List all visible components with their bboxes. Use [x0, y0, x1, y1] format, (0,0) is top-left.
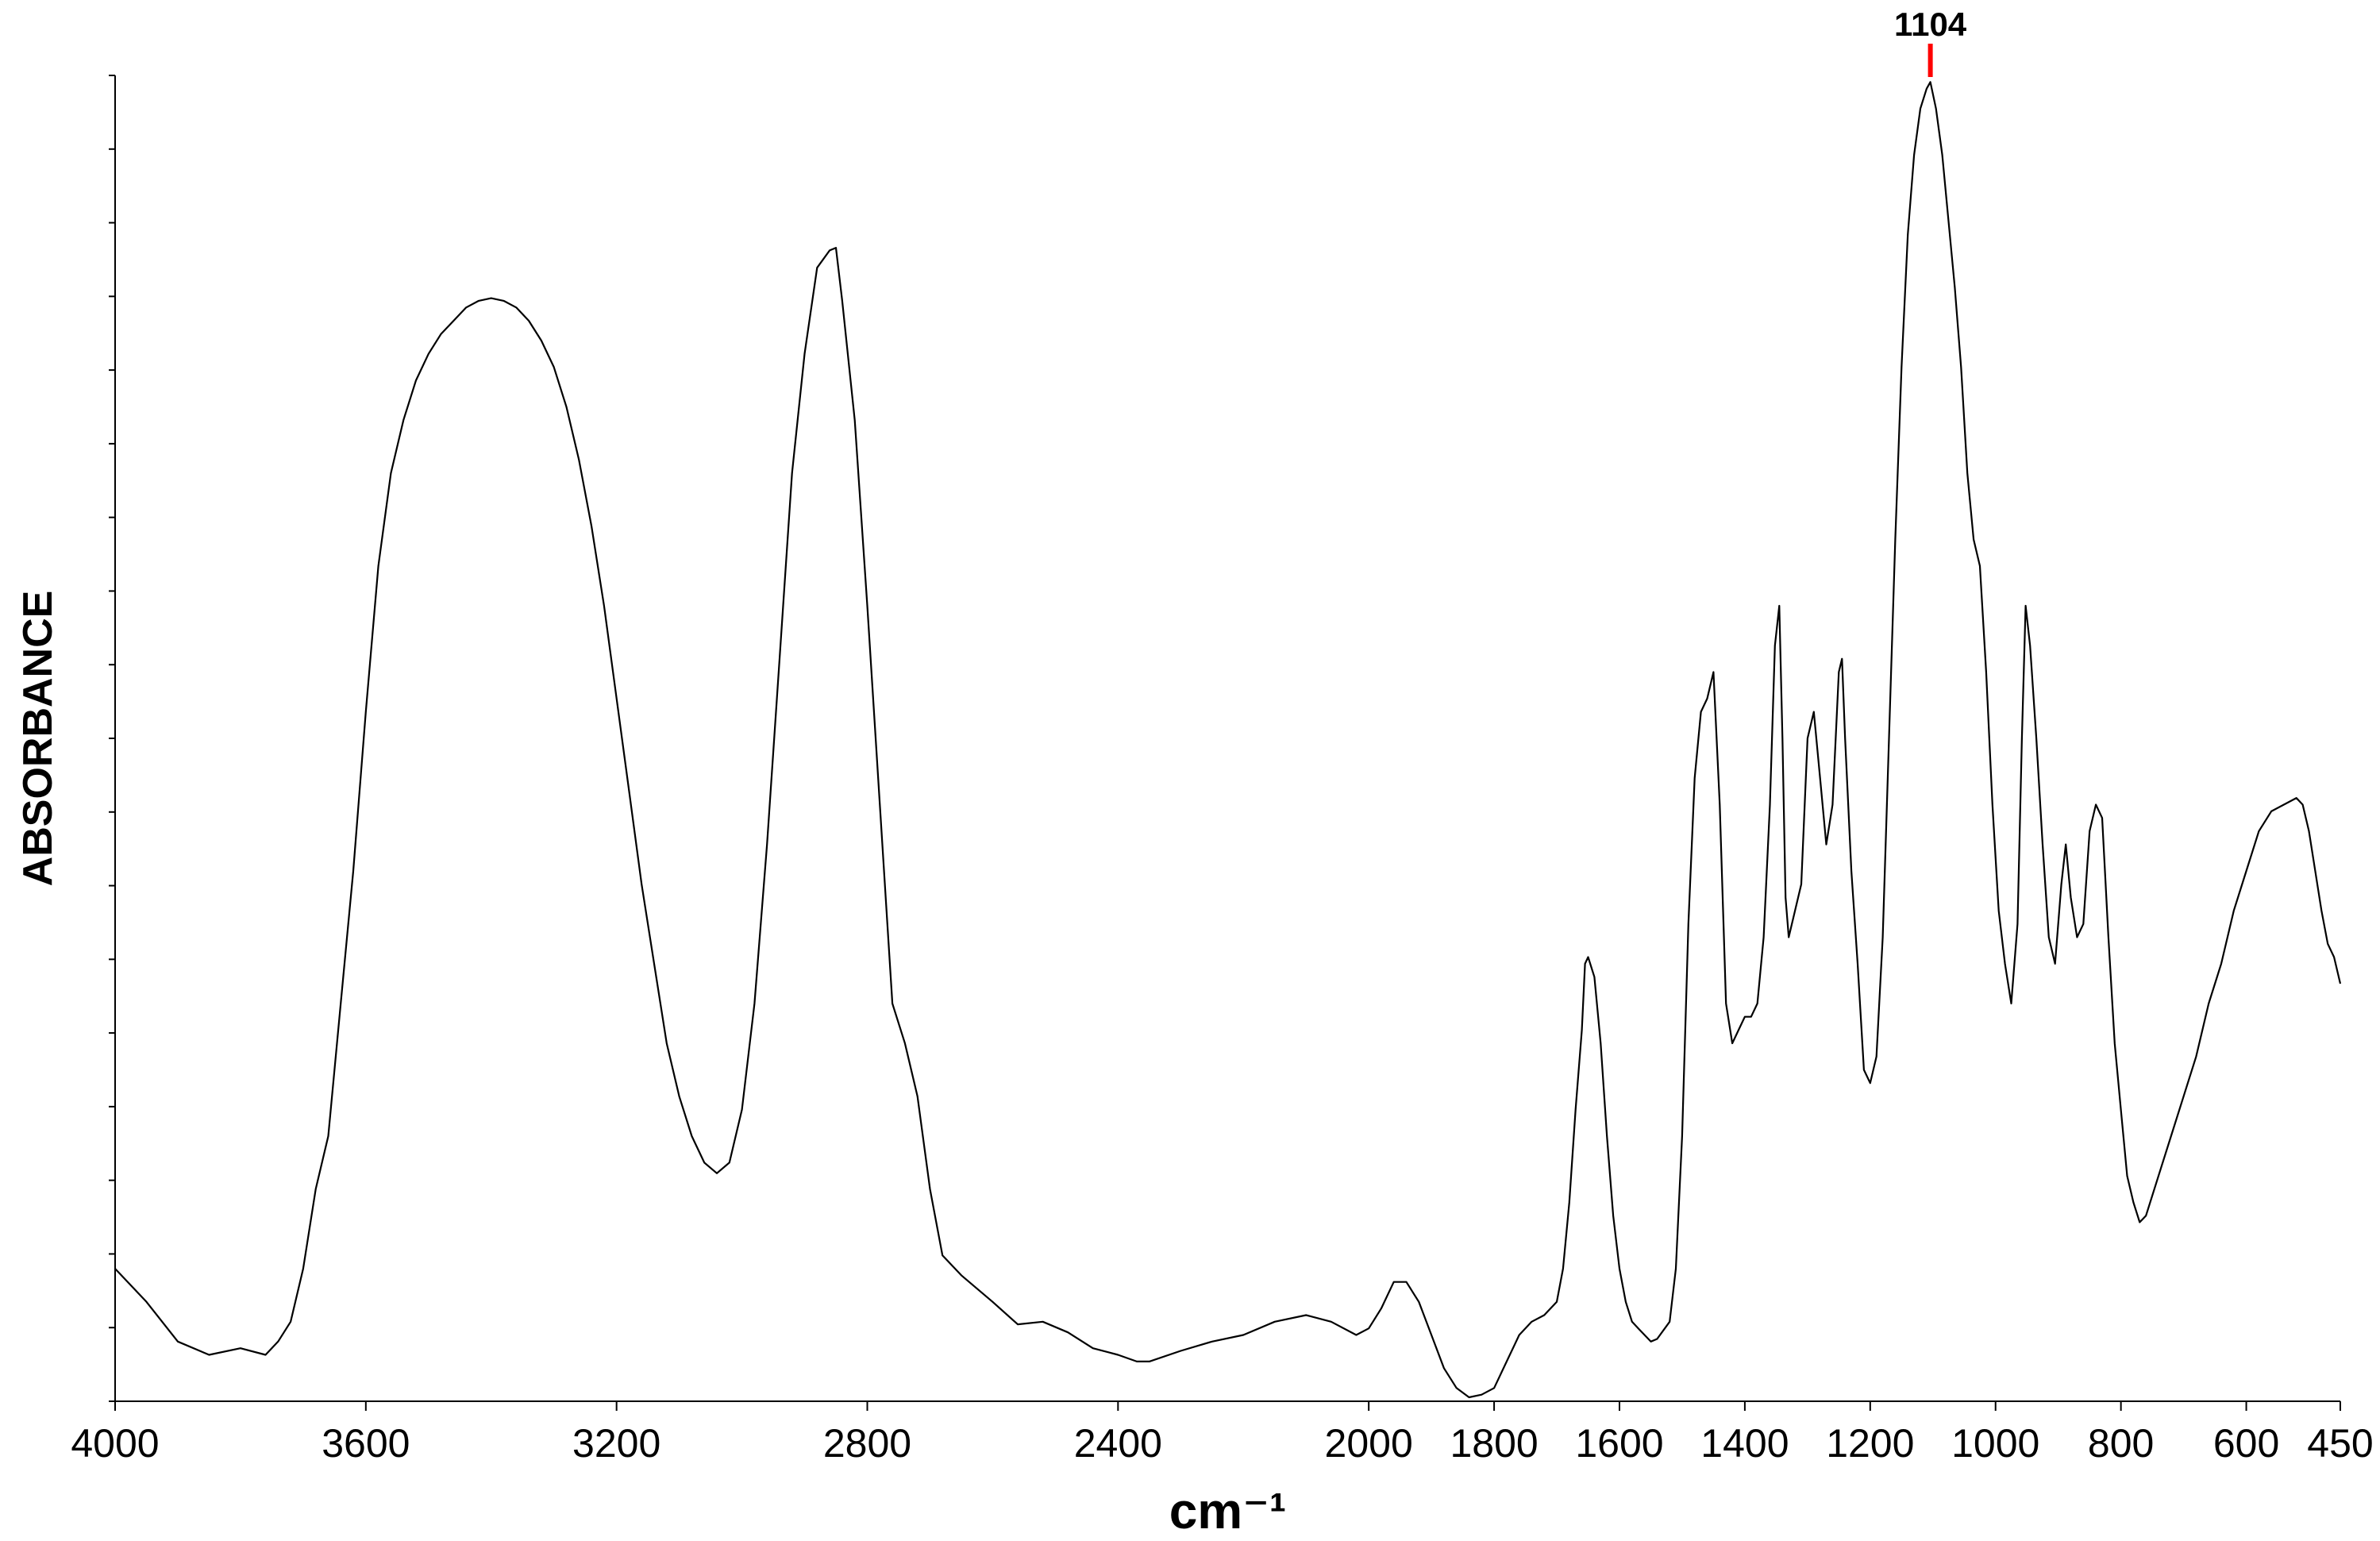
y-axis-title: ABSORBANCE — [15, 591, 61, 887]
y-axis — [109, 75, 116, 1402]
peak-label: 1104 — [1894, 6, 1967, 43]
x-tick-label: 2800 — [823, 1421, 911, 1466]
x-tick-label: 450 — [2307, 1421, 2373, 1466]
series-layer — [114, 81, 2342, 1399]
x-tick-label: 800 — [2088, 1421, 2154, 1466]
x-tick-label: 1200 — [1826, 1421, 1914, 1466]
x-tick-label: 3200 — [572, 1421, 660, 1466]
annotation-layer: 1104 — [1894, 6, 1967, 77]
x-tick-label: 1400 — [1700, 1421, 1789, 1466]
x-tick-label: 4000 — [71, 1421, 159, 1466]
x-tick-label: 1000 — [1951, 1421, 2039, 1466]
x-tick-label: 3600 — [322, 1421, 410, 1466]
x-axis: 4000 3600 3200 2800 2400 2000 1800 1600 1400 1200… — [71, 1400, 2374, 1466]
x-tick-label: 2000 — [1325, 1421, 1413, 1466]
x-tick-label: 600 — [2213, 1421, 2279, 1466]
x-tick-label: 1800 — [1450, 1421, 1538, 1466]
spectrum-line — [114, 81, 2342, 1399]
x-tick-label: 2400 — [1074, 1421, 1162, 1466]
x-tick-label: 1600 — [1575, 1421, 1663, 1466]
x-axis-title: cm⁻¹ — [1169, 1482, 1287, 1539]
